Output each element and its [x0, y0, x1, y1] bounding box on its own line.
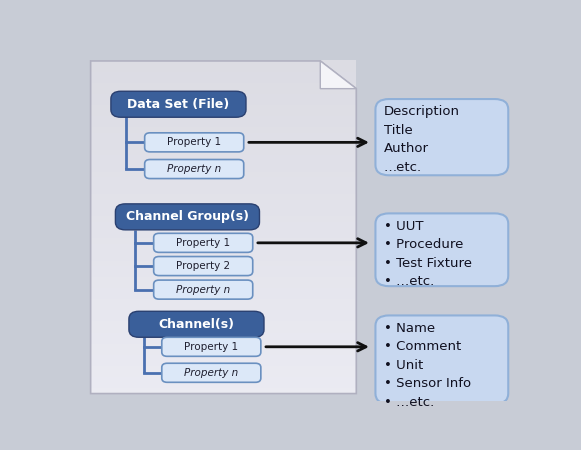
- Bar: [91, 149, 356, 155]
- FancyBboxPatch shape: [162, 337, 261, 356]
- Bar: [91, 138, 356, 144]
- Bar: [91, 276, 356, 283]
- Bar: [91, 304, 356, 310]
- Bar: [91, 266, 356, 272]
- Bar: [91, 144, 356, 150]
- FancyBboxPatch shape: [116, 204, 260, 230]
- Polygon shape: [320, 61, 356, 89]
- Text: Data Set (File): Data Set (File): [127, 98, 229, 111]
- Bar: [91, 282, 356, 288]
- Text: • UUT
• Procedure
• Test Fixture
• …etc.: • UUT • Procedure • Test Fixture • …etc.: [383, 220, 472, 288]
- Bar: [91, 132, 356, 139]
- Text: Property 1: Property 1: [167, 137, 221, 147]
- Bar: [91, 354, 356, 360]
- FancyBboxPatch shape: [129, 311, 264, 337]
- Bar: [91, 71, 356, 77]
- Bar: [91, 293, 356, 299]
- FancyBboxPatch shape: [111, 91, 246, 117]
- Bar: [91, 254, 356, 261]
- FancyBboxPatch shape: [145, 133, 244, 152]
- Bar: [91, 160, 356, 166]
- Bar: [91, 382, 356, 388]
- Bar: [91, 221, 356, 227]
- Bar: [91, 121, 356, 127]
- Text: Property n: Property n: [176, 284, 230, 295]
- Text: • Name
• Comment
• Unit
• Sensor Info
• …etc.: • Name • Comment • Unit • Sensor Info • …: [383, 322, 471, 409]
- Bar: [91, 88, 356, 94]
- Bar: [91, 216, 356, 222]
- Bar: [91, 210, 356, 216]
- Bar: [91, 104, 356, 111]
- Bar: [91, 348, 356, 355]
- Bar: [91, 110, 356, 117]
- Bar: [91, 299, 356, 305]
- Bar: [91, 127, 356, 133]
- Bar: [91, 376, 356, 382]
- Bar: [91, 177, 356, 183]
- Bar: [91, 365, 356, 371]
- Bar: [91, 371, 356, 377]
- Bar: [91, 194, 356, 199]
- Bar: [91, 166, 356, 172]
- Bar: [91, 182, 356, 189]
- Polygon shape: [320, 61, 356, 89]
- Bar: [91, 66, 356, 72]
- Bar: [91, 82, 356, 89]
- Bar: [91, 171, 356, 177]
- Bar: [91, 94, 356, 100]
- Text: Property n: Property n: [167, 164, 221, 174]
- Bar: [91, 249, 356, 255]
- FancyBboxPatch shape: [153, 256, 253, 275]
- Text: Property 1: Property 1: [176, 238, 230, 248]
- Bar: [91, 232, 356, 239]
- Bar: [91, 338, 356, 344]
- Bar: [91, 199, 356, 205]
- Bar: [91, 310, 356, 316]
- FancyBboxPatch shape: [145, 159, 244, 179]
- Bar: [91, 77, 356, 83]
- Bar: [91, 315, 356, 321]
- Bar: [91, 60, 356, 67]
- Bar: [91, 360, 356, 366]
- Bar: [91, 116, 356, 122]
- FancyBboxPatch shape: [375, 213, 508, 286]
- Bar: [91, 238, 356, 244]
- Bar: [91, 260, 356, 266]
- Bar: [91, 321, 356, 327]
- FancyBboxPatch shape: [375, 315, 508, 404]
- Bar: [91, 188, 356, 194]
- FancyBboxPatch shape: [153, 233, 253, 252]
- Text: Description
Title
Author
…etc.: Description Title Author …etc.: [383, 105, 460, 174]
- Bar: [91, 288, 356, 294]
- Text: Property 1: Property 1: [184, 342, 238, 352]
- Bar: [91, 204, 356, 211]
- Bar: [91, 387, 356, 394]
- FancyBboxPatch shape: [153, 280, 253, 299]
- Bar: [91, 326, 356, 333]
- Text: Property 2: Property 2: [176, 261, 230, 271]
- Bar: [91, 343, 356, 349]
- Bar: [91, 243, 356, 249]
- Bar: [91, 226, 356, 233]
- FancyBboxPatch shape: [375, 99, 508, 176]
- Text: Channel Group(s): Channel Group(s): [126, 210, 249, 223]
- Bar: [91, 271, 356, 277]
- Bar: [91, 332, 356, 338]
- Bar: [91, 154, 356, 161]
- FancyBboxPatch shape: [162, 363, 261, 382]
- Bar: [91, 99, 356, 105]
- Text: Channel(s): Channel(s): [159, 318, 235, 331]
- Text: Property n: Property n: [184, 368, 238, 378]
